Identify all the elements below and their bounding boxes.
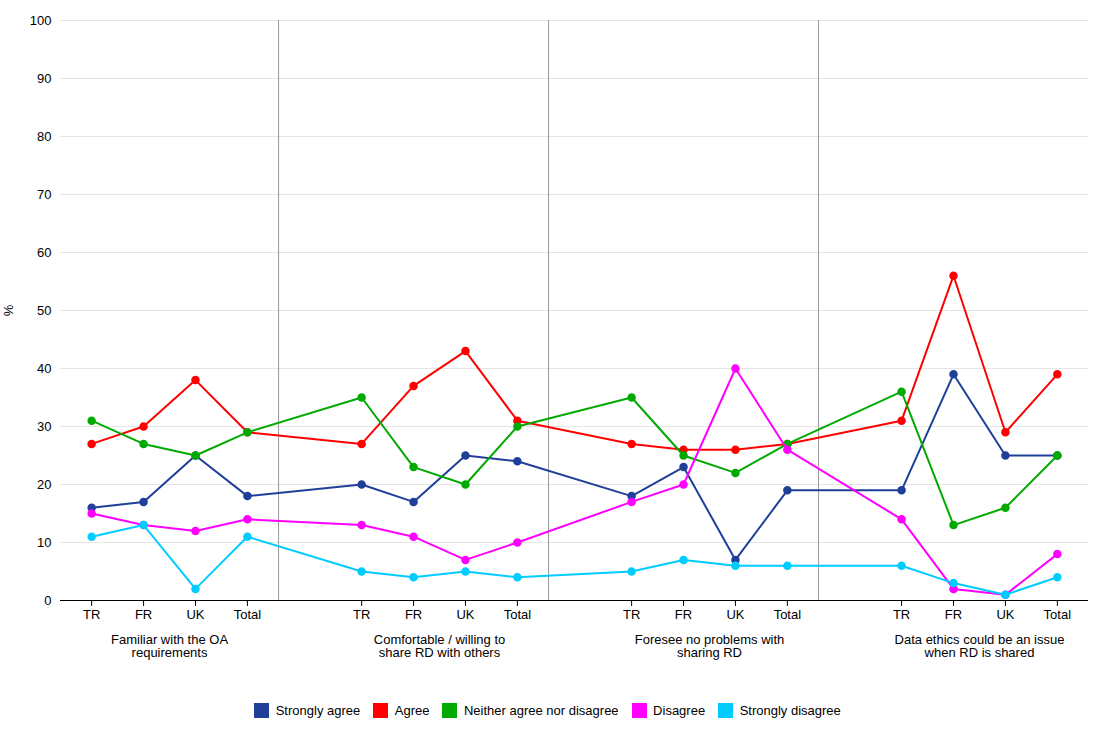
svg-text:%: % [1, 304, 16, 316]
html-text:Neither agree nor disagree: Neither agree nor disagree [464, 703, 619, 718]
svg-text:50: 50 [37, 303, 51, 318]
svg-text:FR: FR [945, 607, 962, 622]
svg-text:60: 60 [37, 245, 51, 260]
svg-text:UK: UK [186, 607, 204, 622]
svg-text:100: 100 [30, 13, 52, 28]
svg-text:80: 80 [37, 129, 51, 144]
svg-text:Data ethics could be an issuew: Data ethics could be an issuewhen RD is … [895, 632, 1065, 660]
svg-text:UK: UK [456, 607, 474, 622]
svg-text:0: 0 [44, 593, 51, 608]
svg-text:70: 70 [37, 187, 51, 202]
svg-text:30: 30 [37, 419, 51, 434]
svg-text:Total: Total [504, 607, 532, 622]
svg-text:TR: TR [83, 607, 100, 622]
svg-text:Familiar with the OArequiremen: Familiar with the OArequirements [111, 632, 228, 660]
svg-text:UK: UK [726, 607, 744, 622]
svg-text:TR: TR [623, 607, 640, 622]
html-text:Disagree: Disagree [653, 703, 706, 718]
svg-text:FR: FR [405, 607, 422, 622]
svg-text:Total: Total [1044, 607, 1072, 622]
html-text:Strongly agree: Strongly agree [275, 703, 361, 718]
svg-text:20: 20 [37, 477, 51, 492]
svg-text:UK: UK [996, 607, 1014, 622]
svg-text:TR: TR [893, 607, 910, 622]
svg-text:FR: FR [135, 607, 152, 622]
svg-text:FR: FR [675, 607, 692, 622]
svg-text:40: 40 [37, 361, 51, 376]
svg-text:Total: Total [774, 607, 802, 622]
svg-text:Comfortable / willing toshare: Comfortable / willing toshare RD with ot… [374, 632, 506, 660]
html-text:Strongly disagree: Strongly disagree [739, 703, 841, 718]
svg-text:90: 90 [37, 71, 51, 86]
svg-text:10: 10 [37, 535, 51, 550]
svg-text:TR: TR [353, 607, 370, 622]
html-text:Agree: Agree [394, 703, 430, 718]
svg-text:Total: Total [234, 607, 262, 622]
svg-text:Foresee no problems withsharin: Foresee no problems withsharing RD [635, 632, 785, 660]
